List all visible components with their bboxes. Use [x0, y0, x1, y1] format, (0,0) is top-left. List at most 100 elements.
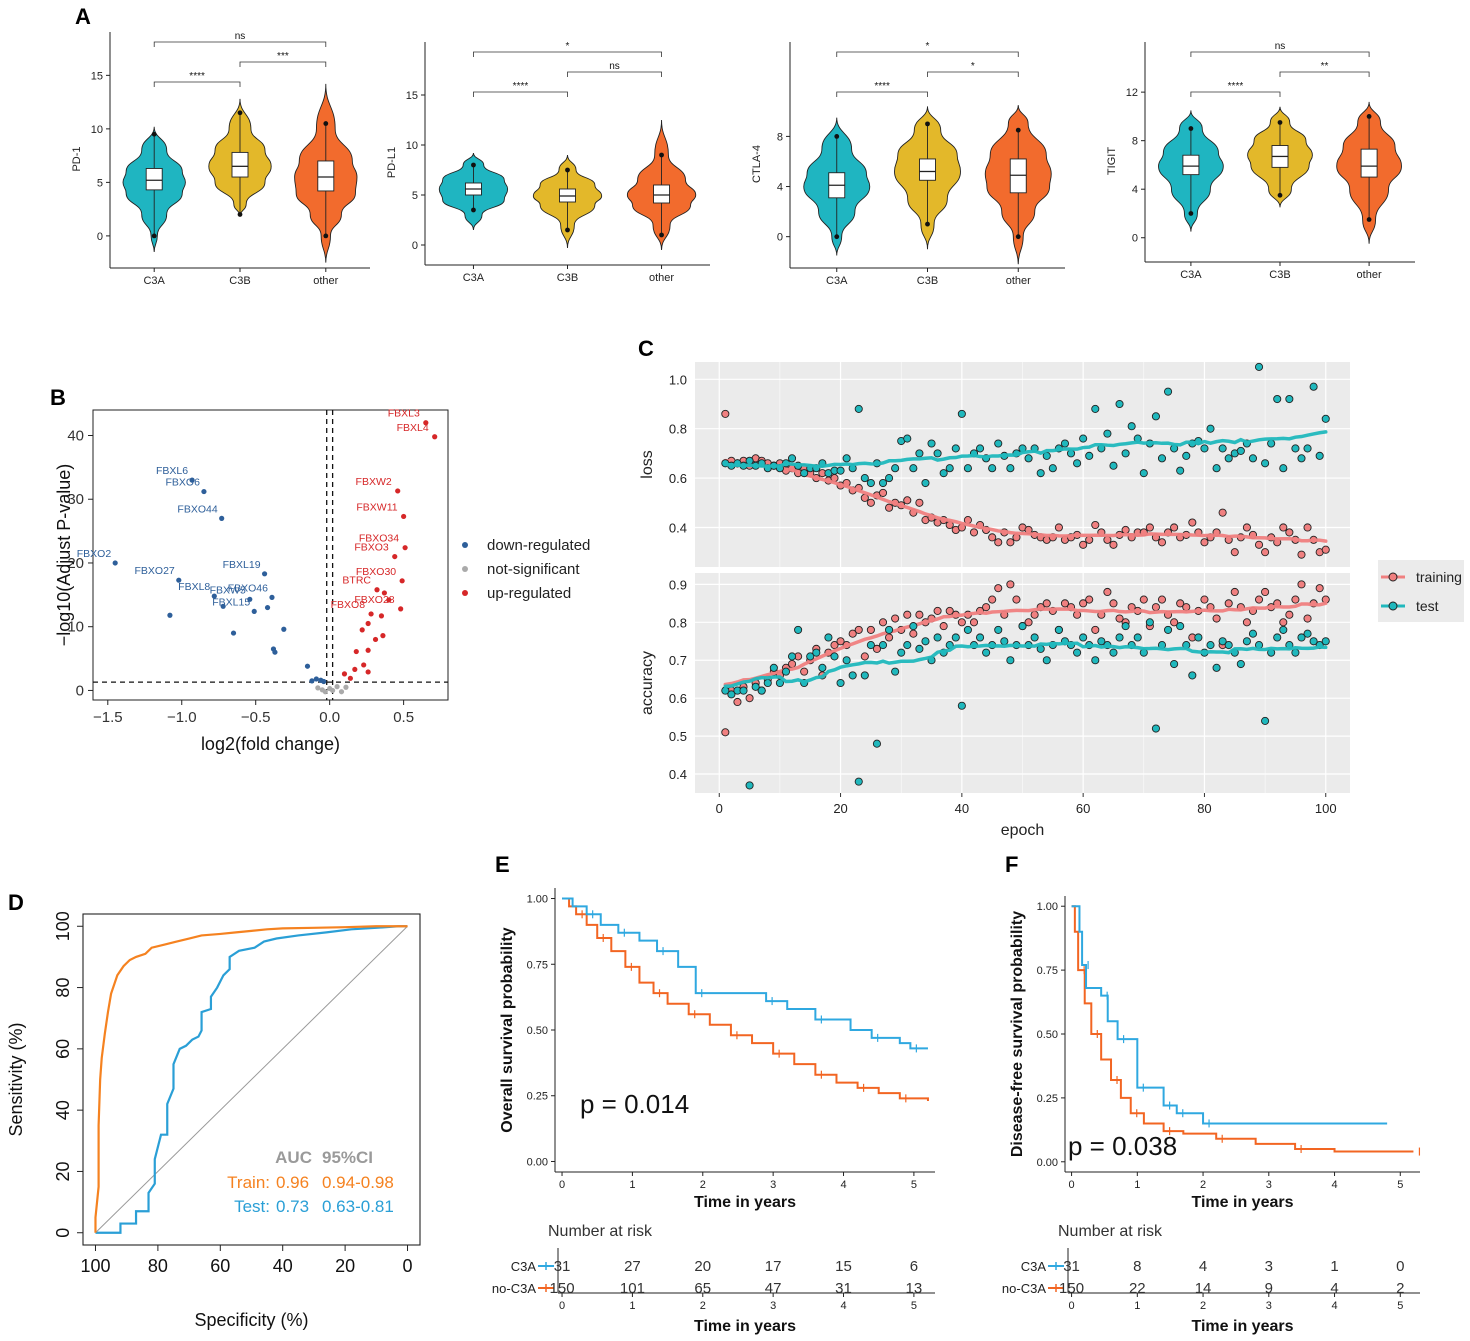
x-tick-label: 40	[955, 801, 969, 816]
km-plot-e: 0.00 0.25 0.50 0.75 1.00 0 1 2 3 4 5 Time in years O…	[492, 888, 935, 1335]
legend-key	[462, 590, 468, 596]
y-tick-label: 40	[67, 427, 84, 444]
x-tick-label: 3	[770, 1179, 776, 1191]
data-point	[1103, 429, 1112, 438]
point-label: FBXO6	[166, 477, 201, 489]
y-tick-label: 0.00	[527, 1156, 548, 1168]
data-point	[1164, 625, 1173, 634]
x-tick-label: 1	[629, 1179, 635, 1191]
data-point	[1079, 434, 1088, 443]
data-point	[1115, 614, 1124, 623]
outlier-point	[834, 234, 840, 240]
point-label: FBXW5	[210, 584, 246, 596]
point-label: FBXO27	[135, 565, 175, 577]
data-point	[423, 420, 429, 426]
data-point	[721, 409, 730, 418]
data-point	[1212, 663, 1221, 672]
data-point	[1206, 424, 1215, 433]
box	[653, 184, 670, 204]
x-tick-label: 3	[1266, 1179, 1272, 1191]
data-point	[322, 689, 328, 695]
panel-label-a: A	[75, 4, 91, 29]
data-point	[1091, 625, 1100, 634]
outlier-point	[659, 232, 664, 238]
data-point	[112, 560, 118, 566]
risk-x-tick-label: 3	[770, 1300, 776, 1312]
y-axis-title: −log10(Adjust P-value)	[54, 464, 74, 647]
data-point	[1200, 595, 1209, 604]
data-point	[1279, 523, 1288, 532]
point-label: FBXO46	[228, 582, 268, 594]
panel-label-c: C	[638, 336, 654, 361]
risk-x-axis-title: Time in years	[694, 1318, 796, 1335]
y-tick-label: 1.0	[669, 372, 687, 387]
data-point	[347, 675, 353, 681]
outlier-point	[1188, 211, 1194, 216]
data-point	[1285, 610, 1294, 619]
facet-title: accuracy	[639, 651, 656, 715]
data-point	[1176, 622, 1185, 631]
box	[317, 160, 335, 192]
data-point	[878, 618, 888, 627]
ci-header: 95%CI	[322, 1148, 373, 1167]
data-point	[1236, 446, 1245, 455]
y-tick-label: 0.50	[527, 1025, 548, 1037]
data-point	[1060, 599, 1070, 608]
significance-bracket	[1190, 51, 1370, 57]
data-point	[1303, 629, 1312, 638]
significance-label: ns	[1275, 41, 1286, 52]
data-point	[1279, 618, 1288, 627]
x-tick-label: −1.0	[167, 709, 197, 726]
data-point	[395, 488, 401, 494]
significance-label: ****	[874, 81, 890, 92]
legend-key	[1388, 601, 1398, 611]
data-point	[365, 647, 371, 653]
data-point	[1261, 716, 1270, 725]
data-point	[201, 488, 207, 495]
data-point	[757, 686, 766, 695]
x-tick-label: 1	[1134, 1179, 1140, 1191]
y-tick-label: 0.4	[669, 520, 687, 535]
data-point	[994, 584, 1003, 593]
risk-count: 101	[620, 1280, 645, 1297]
risk-count: 1	[1330, 1258, 1338, 1275]
x-tick-label: 80	[1197, 801, 1211, 816]
y-tick-label: 8	[1132, 136, 1138, 148]
data-point	[304, 663, 311, 669]
data-point	[848, 671, 857, 680]
risk-count: 4	[1330, 1280, 1338, 1297]
risk-count: 0	[1396, 1258, 1404, 1275]
legend-key	[462, 566, 468, 572]
data-point	[1188, 518, 1197, 527]
roc-ci-value: 0.63-0.81	[322, 1197, 394, 1216]
data-point	[1242, 618, 1251, 627]
data-point	[432, 434, 438, 440]
data-point	[1170, 659, 1179, 669]
risk-x-axis-title: Time in years	[1192, 1318, 1294, 1335]
data-point	[1012, 595, 1021, 604]
risk-count: 15	[835, 1258, 852, 1275]
data-point	[872, 644, 881, 653]
data-point	[1182, 451, 1191, 460]
y-tick-label: 30	[67, 491, 84, 508]
risk-count: 65	[694, 1280, 711, 1297]
data-point	[854, 625, 863, 634]
train-roc-curve	[94, 925, 408, 1233]
data-point	[951, 444, 960, 453]
data-point	[854, 404, 863, 413]
point-label: FBXO30	[356, 566, 396, 578]
training-curve-plot: 0.4 0.6 0.8 1.0 loss 0.4 0.5 0.6 0.7 0.8 0.9 accura…	[639, 362, 1464, 839]
data-point	[915, 449, 924, 458]
outlier-point	[151, 131, 157, 137]
data-point	[381, 590, 387, 596]
data-point	[866, 478, 875, 488]
significance-label: ****	[1228, 81, 1244, 92]
y-tick-label: 0.00	[1037, 1157, 1058, 1169]
data-point	[1224, 641, 1233, 650]
outlier-point	[1366, 217, 1372, 222]
data-point	[988, 533, 997, 542]
y-tick-label: 12	[1126, 87, 1138, 99]
y-tick-label: 40	[53, 1100, 73, 1120]
risk-table-title: Number at risk	[548, 1223, 653, 1240]
x-tick-label: 0	[559, 1179, 565, 1191]
